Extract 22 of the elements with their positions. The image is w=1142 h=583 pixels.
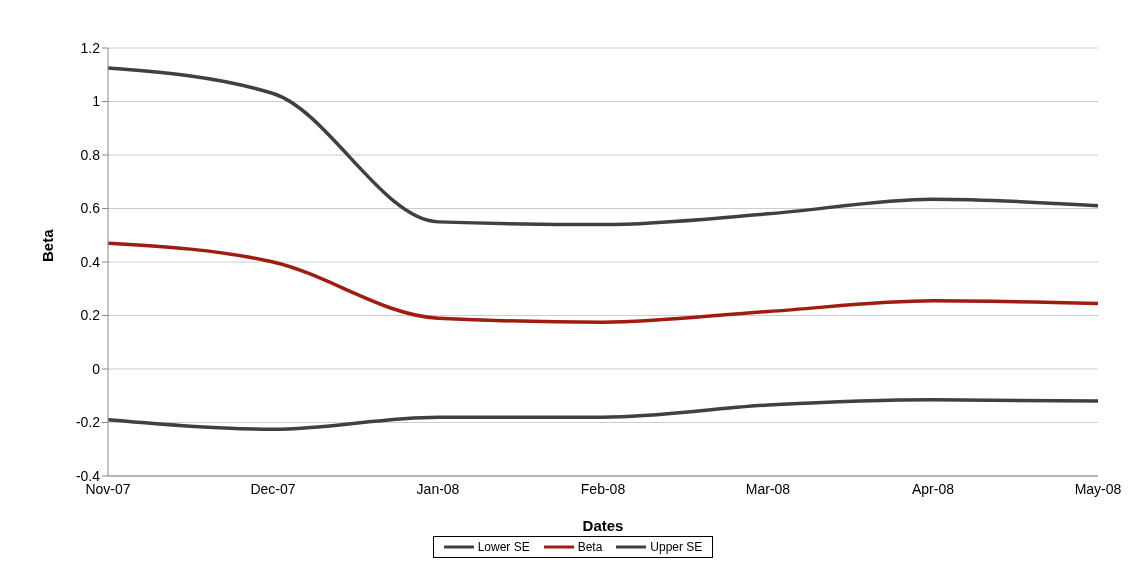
y-tick-label: 0 [92,360,101,377]
y-tick-label: 1.2 [80,39,101,56]
line-series [106,241,1100,324]
legend-label: Lower SE [476,540,530,554]
y-tick-label: 0.8 [80,146,101,163]
x-axis-title: Dates [582,517,624,534]
y-tick-label: -0.2 [75,414,101,431]
y-tick-label: 0.2 [80,307,101,324]
legend-label: Upper SE [649,540,703,554]
x-tick-label: Dec-07 [250,480,296,497]
x-tick-label: May-08 [1074,480,1122,497]
legend-label: Beta [576,540,603,554]
x-tick-label: Feb-08 [580,480,626,497]
x-tick-label: Apr-08 [911,480,955,497]
x-tick-label: Jan-08 [416,480,460,497]
y-axis-title: Beta [39,228,57,262]
y-tick-label: 0.6 [80,200,101,217]
y-tick-label: 0.4 [80,253,101,270]
x-tick-label: Mar-08 [745,480,791,497]
y-tick-label: 1 [92,93,101,110]
line-series [106,66,1100,227]
line-series [106,398,1100,431]
